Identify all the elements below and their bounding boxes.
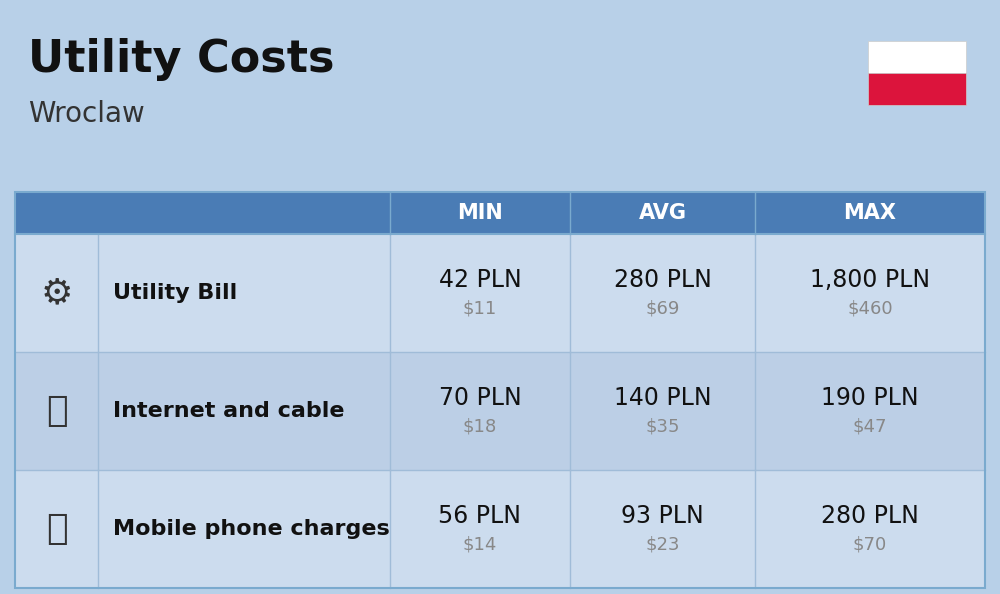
Text: 280 PLN: 280 PLN: [614, 268, 711, 292]
Text: $35: $35: [645, 417, 680, 435]
Text: 1,800 PLN: 1,800 PLN: [810, 268, 930, 292]
Text: $47: $47: [853, 417, 887, 435]
Text: 56 PLN: 56 PLN: [438, 504, 522, 528]
Text: Mobile phone charges: Mobile phone charges: [113, 519, 390, 539]
Text: 42 PLN: 42 PLN: [439, 268, 521, 292]
Text: $69: $69: [645, 299, 680, 317]
Text: 190 PLN: 190 PLN: [821, 386, 919, 410]
Text: $70: $70: [853, 535, 887, 553]
Bar: [15, 352, 985, 470]
Text: $18: $18: [463, 417, 497, 435]
Text: 280 PLN: 280 PLN: [821, 504, 919, 528]
Text: Internet and cable: Internet and cable: [113, 401, 344, 421]
Bar: [868, 41, 966, 73]
Text: $14: $14: [463, 535, 497, 553]
Text: $11: $11: [463, 299, 497, 317]
Text: $23: $23: [645, 535, 680, 553]
Bar: [15, 192, 985, 234]
Bar: [15, 234, 985, 352]
Bar: [15, 192, 985, 588]
Text: 📱: 📱: [46, 512, 67, 546]
Text: 93 PLN: 93 PLN: [621, 504, 704, 528]
Text: AVG: AVG: [639, 203, 686, 223]
Text: $460: $460: [847, 299, 893, 317]
Text: 📶: 📶: [46, 394, 67, 428]
Bar: [868, 73, 966, 105]
Text: Wroclaw: Wroclaw: [28, 100, 145, 128]
Text: ⚙: ⚙: [40, 276, 73, 310]
Text: 70 PLN: 70 PLN: [439, 386, 521, 410]
Text: Utility Bill: Utility Bill: [113, 283, 237, 303]
Text: MAX: MAX: [844, 203, 896, 223]
Text: 140 PLN: 140 PLN: [614, 386, 711, 410]
Text: MIN: MIN: [457, 203, 503, 223]
Bar: [15, 470, 985, 588]
Text: Utility Costs: Utility Costs: [28, 38, 334, 81]
